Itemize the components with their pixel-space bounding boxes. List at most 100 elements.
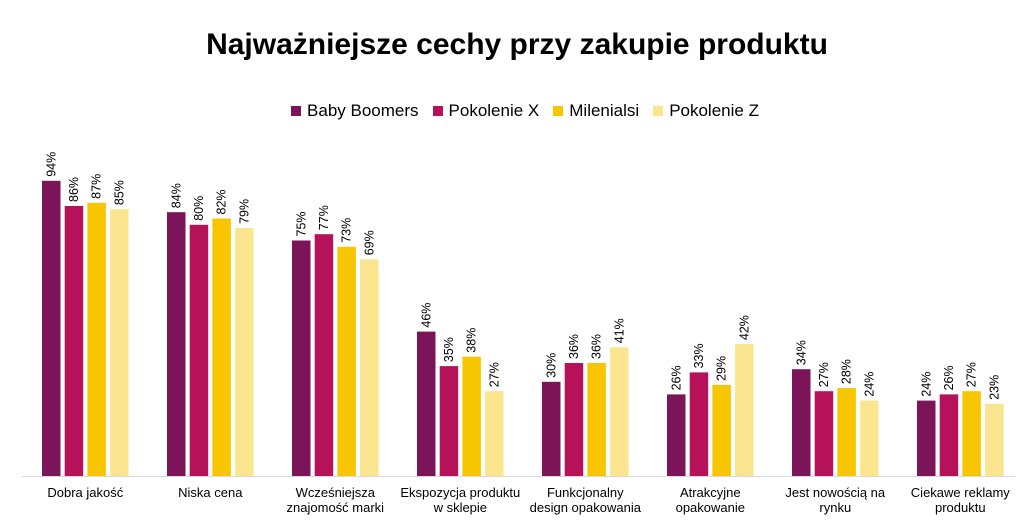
bar [485,391,504,476]
bar [962,391,981,476]
bar [417,331,436,476]
legend-label: Pokolenie Z [669,101,759,120]
data-label: 79% [237,199,251,224]
legend-swatch [432,106,443,116]
data-label: 77% [317,205,331,230]
bar [712,384,731,476]
category-label: Funkcjonalny design opakowania [530,485,642,515]
data-label: 36% [590,334,604,359]
data-label: 38% [465,328,479,353]
data-label: 87% [90,174,104,199]
data-label: 33% [692,343,706,368]
bar [667,394,686,476]
bar [792,369,811,476]
data-label: 29% [715,356,729,381]
data-label: 24% [862,372,876,397]
data-label: 80% [192,196,206,221]
bar [462,356,481,476]
bar [314,234,334,476]
legend-label: Pokolenie X [448,101,540,120]
data-label: 23% [987,375,1001,400]
data-label: 82% [215,189,229,214]
bar [837,388,856,476]
bar [860,400,879,476]
legend-swatch [653,106,664,116]
bar [189,224,209,476]
data-label: 30% [544,353,558,378]
bar [167,212,186,476]
data-label: 27% [817,362,831,387]
data-label: 27% [487,362,501,387]
bar [985,403,1004,476]
bar [87,202,106,477]
data-label: 28% [840,359,854,384]
category-label-line: Funkcjonalny [547,485,624,500]
category-label: Wcześniejsza znajomość marki [287,485,385,515]
data-label: 69% [362,230,376,255]
legend-item: Baby Boomers [291,101,419,121]
data-label: 26% [942,365,956,390]
category-label: Ekspozycja produktu w sklepie [400,485,520,515]
data-label: 46% [419,303,433,328]
category-label: Atrakcyjne opakowanie [676,485,745,515]
legend-label: Milenialsi [569,101,640,120]
data-label: 36% [567,334,581,359]
category-label-line: Jest nowością na [785,485,885,500]
category-label-line: Niska cena [178,485,243,500]
bar [360,259,379,476]
bar [735,344,754,476]
data-label: 27% [965,362,979,387]
bar [235,227,254,476]
legend-item: Pokolenie Z [653,101,759,121]
category-label-line: produktu [935,500,986,515]
legend-item: Milenialsi [553,101,639,121]
data-label: 86% [67,177,81,202]
category-label: Jest nowością na rynku [785,485,885,515]
category-label-line: Dobra jakość [47,485,123,500]
data-label: 85% [112,180,126,205]
bar [439,366,459,476]
bar [689,372,709,476]
category-label-line: w sklepie [433,500,487,515]
data-label: 24% [919,372,933,397]
bar [814,391,834,476]
category-label: Niska cena [178,485,243,500]
data-label: 35% [442,337,456,362]
category-label-line: rynku [819,500,851,515]
data-label: 34% [794,340,808,365]
bar [564,363,584,476]
bar [939,394,959,476]
category-label-line: Atrakcyjne [680,485,741,500]
data-label: 42% [737,315,751,340]
legend-item: Pokolenie X [432,101,540,121]
bar [212,218,231,476]
category-label-line: Ekspozycja produktu [400,485,520,500]
data-label: 41% [612,318,626,343]
data-label: 73% [340,218,354,243]
bar [337,246,356,476]
bar [64,206,84,476]
category-label: Ciekawe reklamy produktu [911,485,1010,515]
category-label-line: Wcześniejsza [296,485,376,500]
category-label-line: opakowanie [676,500,745,515]
data-label: 26% [669,365,683,390]
category-label-line: znajomość marki [287,500,385,515]
category-label-line: Ciekawe reklamy [911,485,1010,500]
category-label: Dobra jakość [47,485,123,500]
data-label: 84% [169,183,183,208]
bar [292,240,311,476]
bar [42,180,61,477]
bar [917,400,936,476]
legend-swatch [291,106,302,116]
legend: Baby Boomers Pokolenie X Milenialsi Pokolen… [0,101,1024,121]
bar [610,347,629,476]
legend-label: Baby Boomers [307,101,419,120]
category-label-line: design opakowania [530,500,642,515]
data-label: 94% [44,152,58,177]
chart-title: Najważniejsze cechy przy zakupie produkt… [206,28,828,61]
bar [110,209,129,476]
bar [542,381,561,476]
data-label: 75% [294,211,308,236]
legend-swatch [553,106,564,116]
